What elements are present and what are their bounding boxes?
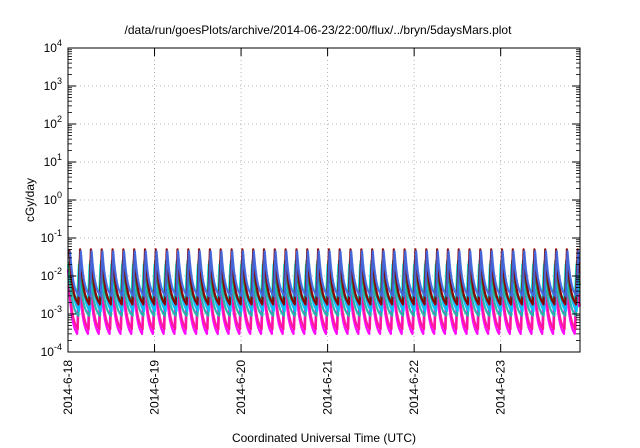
y-tick-label: 10-2: [41, 266, 62, 283]
series-line: [68, 250, 581, 297]
y-axis-label: cGy/day: [23, 178, 37, 222]
x-tick-label: 2014-6-19: [148, 360, 162, 415]
gridlines: [68, 48, 580, 352]
ticks: [67, 47, 580, 353]
x-axis-label: Coordinated Universal Time (UTC): [232, 431, 416, 445]
y-tick-label: 10-3: [41, 304, 62, 321]
x-axis: 2014-6-18 2014-6-19 2014-6-20 2014-6-21 2014…: [61, 360, 508, 415]
x-tick-label: 2014-6-20: [234, 360, 248, 415]
y-tick-label: 104: [44, 38, 62, 55]
x-tick-label: 2014-6-23: [494, 360, 508, 415]
y-tick-label: 10-1: [41, 228, 62, 245]
x-tick-label: 2014-6-22: [407, 360, 421, 415]
series-line: [67, 271, 581, 331]
y-tick-label: 103: [44, 76, 62, 93]
series-line: [68, 274, 581, 317]
series-line: [68, 248, 581, 306]
y-tick-label: 100: [44, 190, 62, 207]
y-tick-label: 10-4: [41, 342, 62, 359]
x-tick-label: 2014-6-18: [61, 360, 75, 415]
plot-area: [66, 248, 581, 335]
y-axis: 10-4 10-3 10-2 10-1 100 101 102 103 104: [41, 38, 62, 359]
y-tick-label: 102: [44, 114, 62, 131]
x-tick-label: 2014-6-21: [321, 360, 335, 415]
y-tick-label: 101: [44, 152, 62, 169]
chart-title: /data/run/goesPlots/archive/2014-06-23/2…: [125, 23, 513, 37]
